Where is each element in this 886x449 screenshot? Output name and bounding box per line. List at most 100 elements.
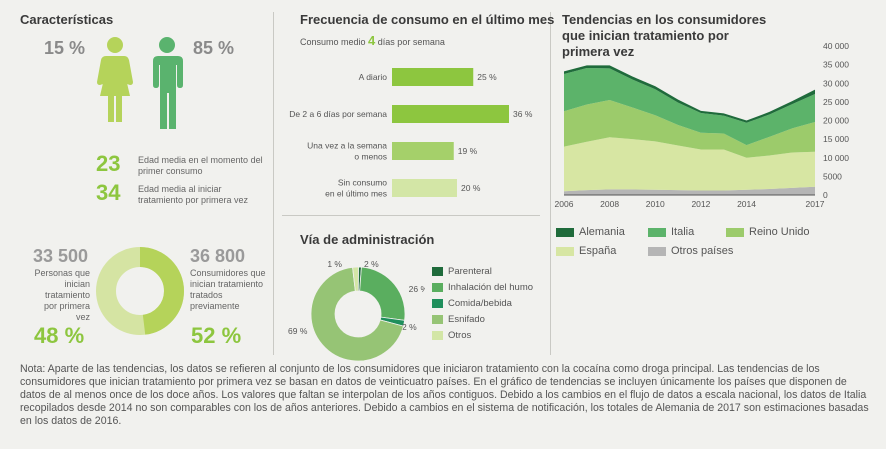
male-pct: 85 % [193, 38, 235, 58]
via-legend-item: Parenteral [432, 266, 492, 277]
legend-swatch [432, 299, 443, 308]
divider-horizontal [282, 215, 540, 216]
y-tick-label: 20 000 [823, 116, 849, 126]
trend-legend-item: Otros países [648, 245, 733, 257]
freq-category-label: o menos [354, 152, 387, 162]
freq-category-label: en el último mes [325, 189, 387, 199]
via-slice-4 [352, 266, 359, 292]
via-slice-label: 2 % [402, 322, 417, 332]
freq-bar-1 [392, 105, 509, 123]
freq-category-label: Una vez a la semana [307, 141, 387, 151]
female-pct: 15 % [44, 38, 86, 58]
x-tick-label: 2008 [600, 199, 619, 209]
freq-bar-0 [392, 68, 474, 86]
trend-legend-item: Reino Unido [726, 226, 810, 238]
via-slice-label: 2 % [364, 259, 379, 269]
freq-bar-2 [392, 142, 454, 160]
legend-swatch [432, 267, 443, 276]
legend-label: Otros [448, 330, 472, 341]
legend-swatch [556, 227, 574, 237]
legend-label: Inhalación del humo [448, 282, 534, 293]
first-vs-previous-donut [96, 247, 184, 335]
left-stat-label: Personas que inician tratamiento por pri… [34, 268, 90, 322]
via-donut-chart: 1 % 26 % 2 % 69 % 2 % [288, 259, 425, 362]
tendencias-legend: Alemania Italia Reino Unido España Otros paí… [556, 226, 846, 266]
via-legend-item: Comida/bebida [432, 298, 512, 309]
trend-area-españa [564, 137, 815, 192]
legend-swatch [432, 331, 443, 340]
freq-value-label: 19 % [458, 146, 478, 156]
legend-label: Reino Unido [749, 226, 810, 238]
trend-area-italia [564, 67, 815, 146]
legend-label: Alemania [579, 226, 625, 238]
left-stat-value: 33 500 [33, 246, 89, 266]
legend-swatch [726, 227, 744, 237]
tendencias-area-chart: 0 5000 10 000 15 000 20 000 25 000 30 000 35 00… [555, 41, 850, 209]
via-legend-item: Esnifado [432, 314, 485, 325]
via-slice-label: 1 % [327, 259, 342, 269]
y-tick-label: 5000 [823, 171, 842, 181]
trend-legend-item: España [556, 245, 616, 257]
right-stat-value: 36 800 [190, 246, 246, 266]
freq-value-label: 25 % [477, 72, 497, 82]
via-title: Vía de administración [300, 232, 435, 247]
y-tick-label: 30 000 [823, 78, 849, 88]
via-legend-item: Inhalación del humo [432, 282, 533, 293]
tendencias-title: Tendencias en los consumidores que inici… [562, 12, 767, 59]
freq-value-label: 36 % [513, 109, 533, 119]
subtitle-pre: Consumo medio [300, 37, 366, 47]
freq-value-label: 20 % [461, 183, 481, 193]
legend-swatch [648, 227, 666, 237]
frecuencia-bar-chart: A diario 25 % De 2 a 6 días por semana 36 %… [289, 68, 533, 199]
subtitle-post: días por semana [377, 37, 445, 47]
female-icon [97, 37, 133, 122]
left-stat-pct: 48 % [34, 323, 85, 348]
edad-consumo-label: Edad media en el momento del primer cons… [138, 155, 263, 176]
edad-tratamiento-label: Edad media al iniciar tratamiento por pr… [138, 184, 249, 205]
via-slice-1 [359, 266, 406, 321]
x-tick-label: 2017 [806, 199, 825, 209]
right-stat-label: Consumidores que inician tratamiento tra… [190, 268, 266, 311]
via-slice-3 [310, 266, 404, 362]
x-tick-label: 2014 [737, 199, 756, 209]
male-icon [153, 37, 183, 129]
divider-left [273, 12, 274, 355]
right-stat-pct: 52 % [191, 323, 242, 348]
legend-label: España [579, 245, 617, 257]
edad-consumo-value: 23 [96, 151, 121, 176]
y-tick-label: 0 [823, 190, 828, 200]
via-slice-label: 69 % [288, 326, 308, 336]
caracteristicas-title: Características [20, 12, 114, 27]
trend-area-otros-países [564, 186, 815, 195]
trend-legend-item: Alemania [556, 226, 625, 238]
x-tick-label: 2006 [555, 199, 574, 209]
legend-label: Otros países [671, 245, 734, 257]
legend-label: Esnifado [448, 314, 485, 325]
footnote: Nota: Aparte de las tendencias, los dato… [20, 363, 869, 427]
x-tick-label: 2010 [646, 199, 665, 209]
trend-area-reino-unido [564, 100, 815, 158]
freq-category-label: Sin consumo [338, 178, 387, 188]
y-tick-label: 25 000 [823, 97, 849, 107]
via-legend: Parenteral Inhalación del humo Comida/bebi… [432, 266, 552, 356]
frecuencia-title: Frecuencia de consumo en el último mes [300, 12, 555, 27]
freq-category-label: A diario [359, 72, 388, 82]
legend-swatch [432, 283, 443, 292]
y-tick-label: 10 000 [823, 153, 849, 163]
edad-tratamiento-value: 34 [96, 180, 121, 205]
legend-label: Italia [671, 226, 695, 238]
divider-right [550, 12, 551, 355]
legend-label: Comida/bebida [448, 298, 512, 309]
trend-legend-item: Italia [648, 226, 694, 238]
frecuencia-subtitle: Consumo medio 4 días por semana [300, 33, 445, 48]
legend-label: Parenteral [448, 266, 492, 277]
y-tick-label: 40 000 [823, 41, 849, 51]
y-tick-label: 15 000 [823, 134, 849, 144]
legend-swatch [432, 315, 443, 324]
y-tick-label: 35 000 [823, 60, 849, 70]
via-legend-item: Otros [432, 330, 471, 341]
legend-swatch [648, 246, 666, 256]
freq-bar-3 [392, 179, 457, 197]
via-slice-label: 26 % [409, 284, 425, 294]
freq-category-label: De 2 a 6 días por semana [289, 109, 387, 119]
